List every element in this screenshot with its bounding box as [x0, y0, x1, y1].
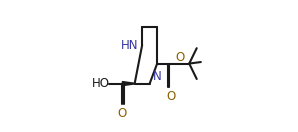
- Text: O: O: [166, 90, 176, 103]
- Text: O: O: [175, 51, 184, 64]
- Text: HO: HO: [91, 77, 109, 90]
- Text: N: N: [153, 70, 162, 83]
- Text: O: O: [118, 107, 127, 121]
- Polygon shape: [122, 82, 135, 86]
- Text: HN: HN: [121, 39, 138, 52]
